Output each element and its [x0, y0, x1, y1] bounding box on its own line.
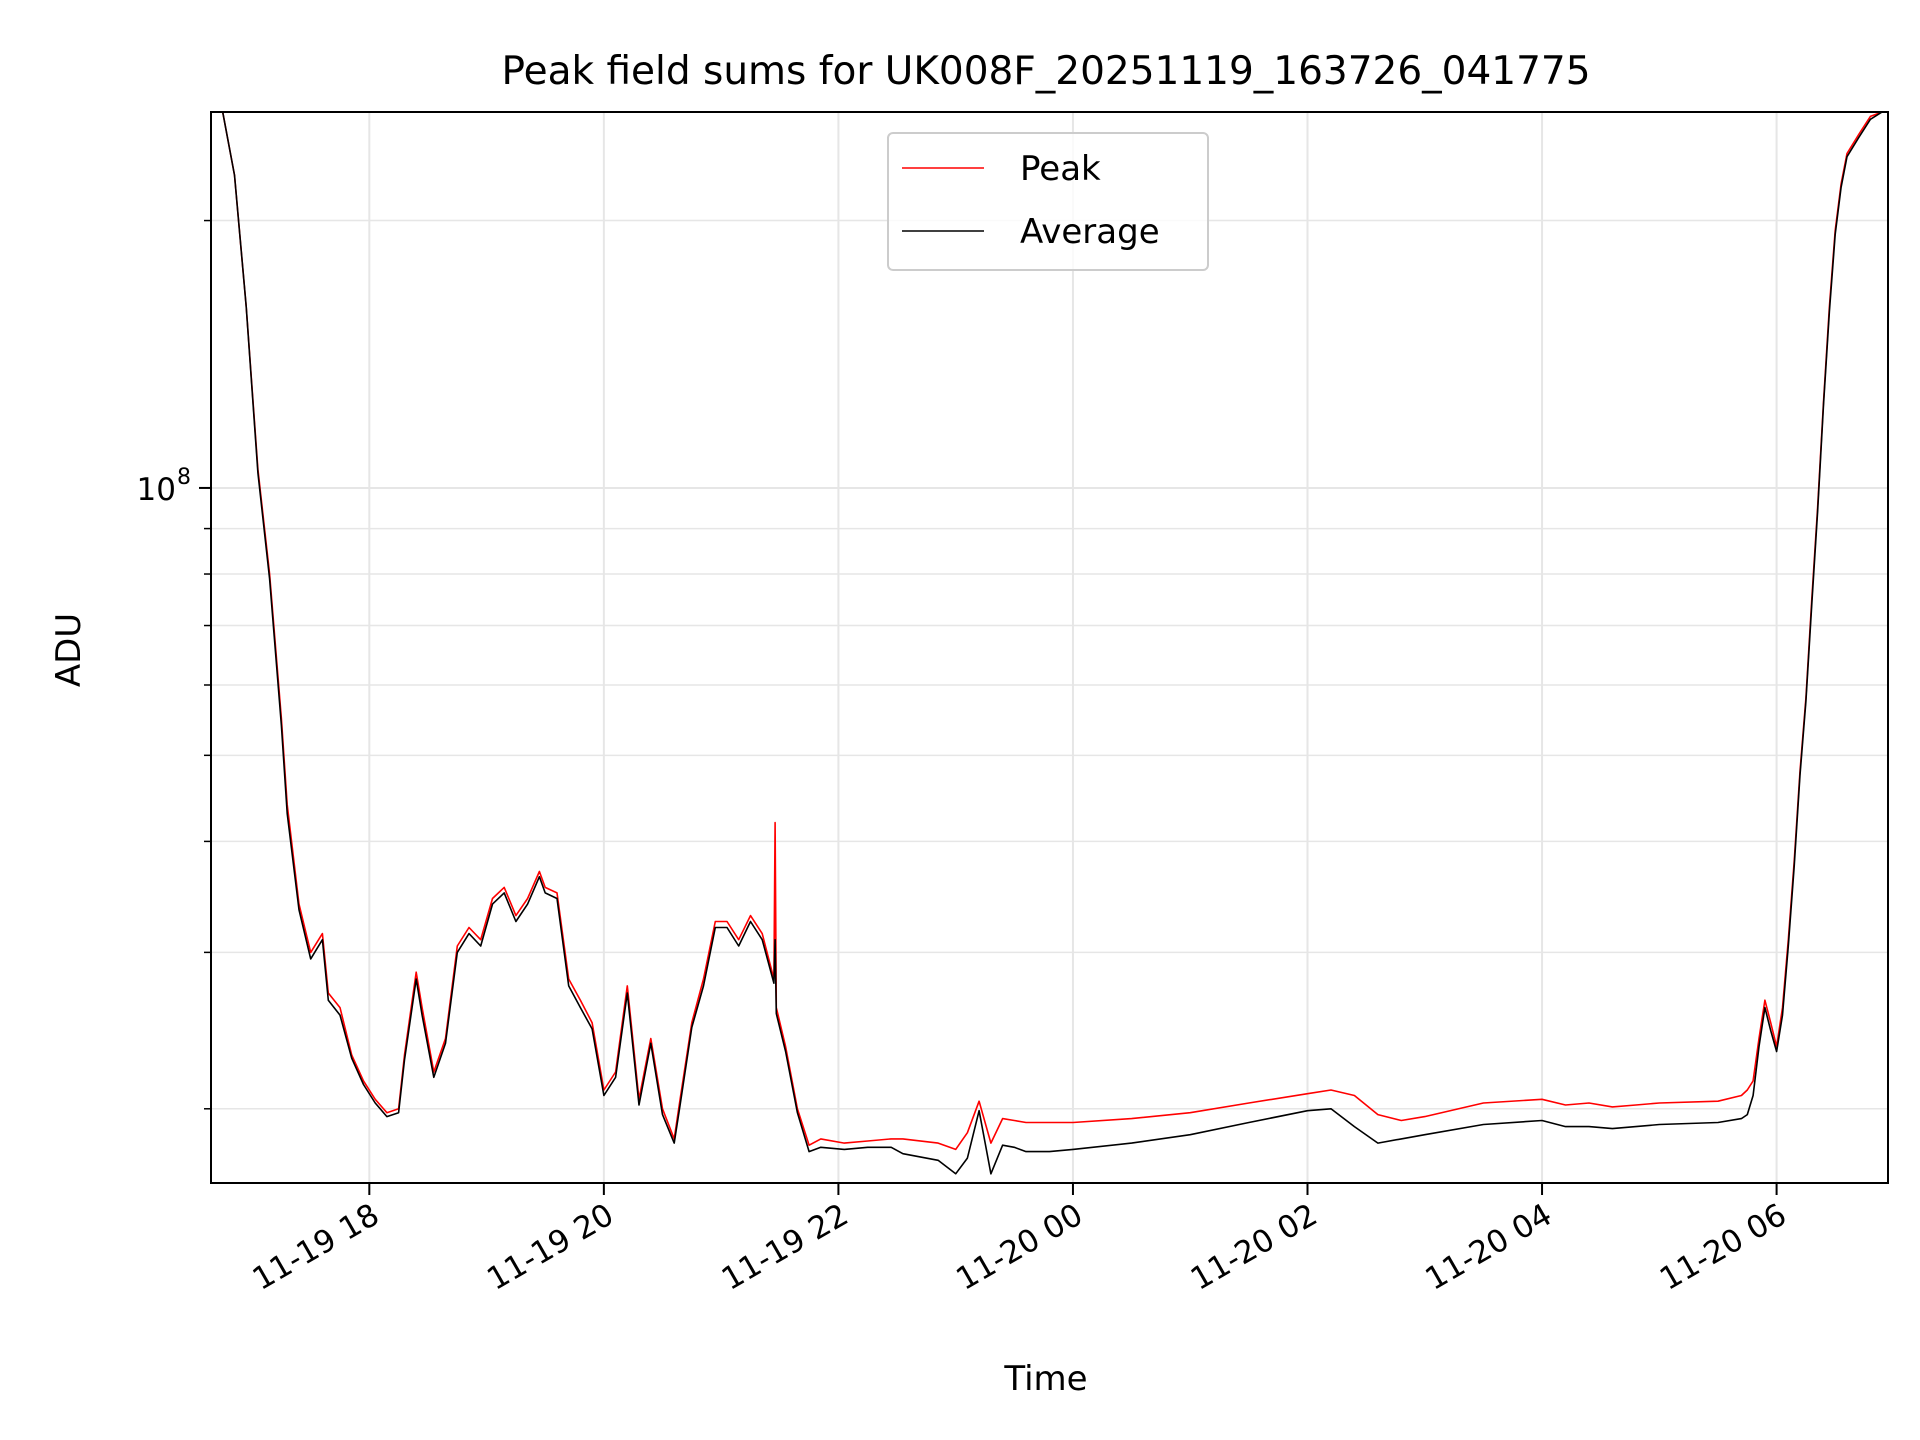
series-line-average — [221, 112, 1883, 1175]
y-tick-label-exponent: 8 — [177, 465, 191, 490]
legend-average-label: Average — [1020, 212, 1160, 252]
series-line-peak — [221, 112, 1883, 1151]
legend: Peak Average — [887, 132, 1209, 271]
y-axis-label: ADU — [49, 613, 89, 687]
plot-series — [221, 112, 1883, 1175]
legend-peak-label: Peak — [1020, 149, 1101, 189]
chart-title: Peak field sums for UK008F_20251119_1637… — [501, 49, 1590, 94]
grid — [211, 112, 1888, 1183]
y-tick-label: 10 — [137, 472, 176, 508]
x-axis-label: Time — [1003, 1359, 1087, 1399]
plot-frame — [210, 111, 1889, 1184]
